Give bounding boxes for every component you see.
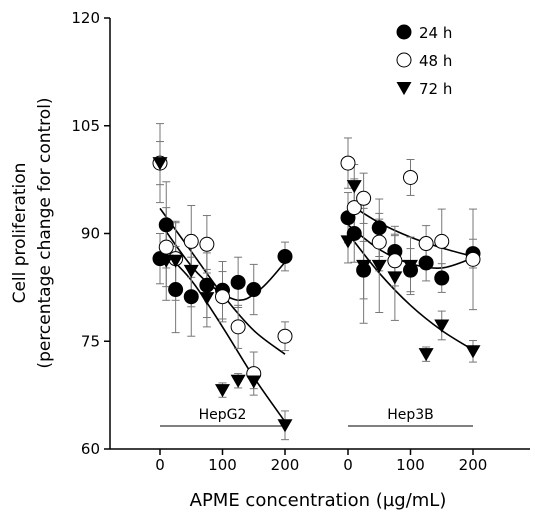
- marker-24h: [246, 282, 262, 298]
- legend-label: 24 h: [419, 24, 452, 42]
- marker-48h: [371, 234, 387, 250]
- marker-48h: [215, 289, 230, 305]
- marker-24h: [418, 255, 434, 271]
- marker-48h: [434, 233, 450, 249]
- legend-label: 72 h: [419, 80, 452, 98]
- marker-72h: [434, 319, 450, 333]
- marker-72h: [152, 157, 168, 171]
- marker-48h: [418, 236, 434, 252]
- marker-72h: [230, 374, 246, 388]
- y-tick-label: 120: [71, 9, 100, 27]
- marker-24h: [158, 217, 174, 233]
- marker-72h: [215, 384, 230, 398]
- x-tick-label: 100: [396, 456, 425, 474]
- marker-72h: [340, 235, 356, 249]
- x-ticks: 0 100 200 0 100 200: [155, 449, 487, 474]
- legend-label: 48 h: [419, 52, 452, 70]
- marker-48h: [230, 319, 246, 335]
- x-axis-label: APME concentration (µg/mL): [190, 490, 447, 511]
- marker-72h: [246, 375, 262, 389]
- marker-48h: [158, 239, 174, 255]
- fit-curve: [159, 247, 286, 423]
- marker-24h: [199, 277, 215, 293]
- marker-24h: [434, 270, 450, 286]
- fit-curve: [159, 222, 286, 301]
- marker-72h: [371, 259, 387, 273]
- y-axis-label-line2: (percentage change for control): [35, 97, 55, 368]
- marker-72h: [346, 180, 362, 194]
- y-tick-label: 60: [81, 440, 100, 458]
- marker-72h: [168, 254, 184, 268]
- marker-72h: [418, 348, 434, 362]
- marker-24h: [230, 274, 246, 290]
- marker-48h: [465, 251, 481, 267]
- marker-48h: [356, 190, 372, 206]
- y-axis-label-line1: Cell proliferation: [10, 163, 30, 304]
- marker-48h: [183, 233, 199, 249]
- marker-24h: [277, 248, 293, 264]
- marker-48h: [396, 52, 412, 68]
- panel-label: HepG2: [199, 407, 247, 423]
- x-tick-label: 0: [343, 456, 353, 474]
- marker-48h: [387, 253, 403, 269]
- marker-24h: [396, 24, 412, 40]
- marker-48h: [340, 155, 356, 171]
- marker-72h: [277, 419, 293, 433]
- axes: [109, 18, 530, 450]
- y-ticks: 60 75 90 105 120: [71, 9, 110, 458]
- legend: 24 h 48 h 72 h: [396, 24, 452, 98]
- panel-lines: HepG2 Hep3B: [160, 407, 473, 427]
- marker-48h: [277, 328, 293, 344]
- marker-48h: [199, 236, 215, 252]
- y-tick-label: 105: [71, 117, 100, 135]
- marker-48h: [403, 169, 418, 185]
- data-markers: [152, 155, 481, 433]
- marker-24h: [168, 282, 184, 298]
- marker-72h: [356, 259, 372, 273]
- x-tick-label: 0: [155, 456, 165, 474]
- panel-label: Hep3B: [387, 407, 434, 423]
- x-tick-label: 200: [271, 456, 300, 474]
- marker-72h: [403, 259, 418, 273]
- marker-72h: [465, 345, 481, 359]
- marker-72h: [396, 82, 412, 96]
- marker-24h: [183, 289, 199, 305]
- y-tick-label: 75: [81, 332, 100, 350]
- marker-72h: [199, 292, 215, 306]
- marker-24h: [371, 220, 387, 236]
- marker-48h: [346, 200, 362, 216]
- marker-72h: [387, 271, 403, 285]
- x-tick-label: 100: [208, 456, 237, 474]
- marker-72h: [183, 264, 199, 278]
- x-tick-label: 200: [459, 456, 488, 474]
- y-tick-label: 90: [81, 225, 100, 243]
